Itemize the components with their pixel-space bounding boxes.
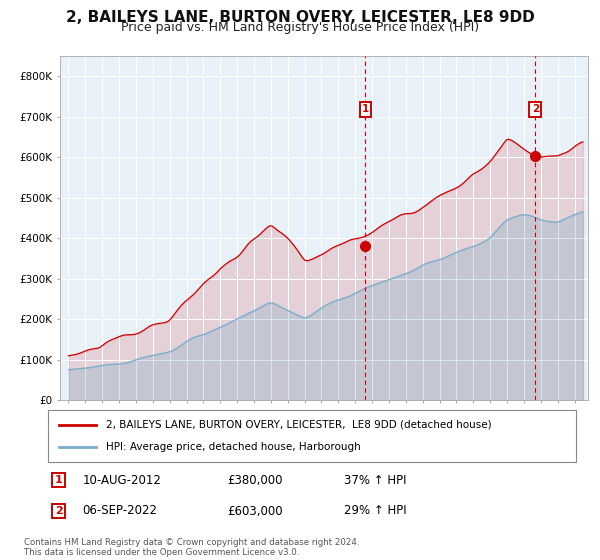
Text: 29% ↑ HPI: 29% ↑ HPI <box>344 505 406 517</box>
Text: 10-AUG-2012: 10-AUG-2012 <box>82 474 161 487</box>
Text: £603,000: £603,000 <box>227 505 283 517</box>
Text: 37% ↑ HPI: 37% ↑ HPI <box>344 474 406 487</box>
Text: Price paid vs. HM Land Registry's House Price Index (HPI): Price paid vs. HM Land Registry's House … <box>121 21 479 34</box>
Text: £380,000: £380,000 <box>227 474 283 487</box>
Text: 1: 1 <box>362 104 369 114</box>
Text: 2, BAILEYS LANE, BURTON OVERY, LEICESTER,  LE8 9DD (detached house): 2, BAILEYS LANE, BURTON OVERY, LEICESTER… <box>106 419 492 430</box>
Text: HPI: Average price, detached house, Harborough: HPI: Average price, detached house, Harb… <box>106 442 361 452</box>
Text: 2: 2 <box>55 506 62 516</box>
Text: 1: 1 <box>55 475 62 485</box>
Text: 2, BAILEYS LANE, BURTON OVERY, LEICESTER, LE8 9DD: 2, BAILEYS LANE, BURTON OVERY, LEICESTER… <box>65 10 535 25</box>
Text: 2: 2 <box>532 104 539 114</box>
FancyBboxPatch shape <box>48 410 576 462</box>
Text: 06-SEP-2022: 06-SEP-2022 <box>82 505 157 517</box>
Text: Contains HM Land Registry data © Crown copyright and database right 2024.
This d: Contains HM Land Registry data © Crown c… <box>24 538 359 557</box>
